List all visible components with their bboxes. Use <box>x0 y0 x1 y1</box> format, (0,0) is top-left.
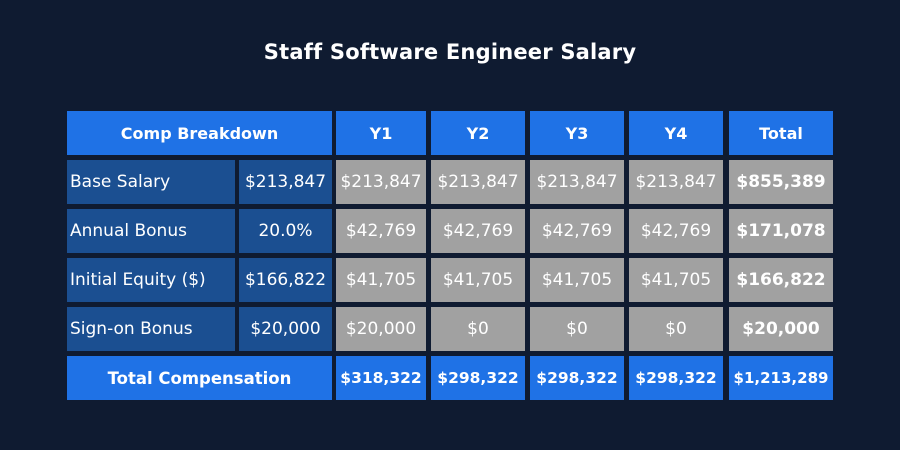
total-compensation-label: Total Compensation <box>67 356 332 400</box>
year-value: $41,705 <box>431 258 525 302</box>
year-value: $213,847 <box>530 160 624 204</box>
header-comp-breakdown: Comp Breakdown <box>67 111 332 155</box>
year-value: $41,705 <box>530 258 624 302</box>
year-value: $41,705 <box>629 258 723 302</box>
row-label: Initial Equity ($) <box>67 258 235 302</box>
year-value: $42,769 <box>336 209 426 253</box>
year-value: $213,847 <box>336 160 426 204</box>
row-total: $20,000 <box>729 307 833 351</box>
header-total: Total <box>729 111 833 155</box>
year-value: $42,769 <box>629 209 723 253</box>
year-value: $20,000 <box>336 307 426 351</box>
row-input: $166,822 <box>239 258 332 302</box>
grand-total: $1,213,289 <box>729 356 833 400</box>
total-compensation-value: $298,322 <box>431 356 525 400</box>
year-value: $213,847 <box>431 160 525 204</box>
year-value: $42,769 <box>431 209 525 253</box>
row-input: $213,847 <box>239 160 332 204</box>
total-compensation-value: $298,322 <box>530 356 624 400</box>
row-total: $166,822 <box>729 258 833 302</box>
header-y3: Y3 <box>530 111 624 155</box>
total-compensation-value: $318,322 <box>336 356 426 400</box>
row-input: $20,000 <box>239 307 332 351</box>
row-total: $855,389 <box>729 160 833 204</box>
header-y1: Y1 <box>336 111 426 155</box>
year-value: $41,705 <box>336 258 426 302</box>
year-value: $0 <box>431 307 525 351</box>
row-label: Sign-on Bonus <box>67 307 235 351</box>
row-total: $171,078 <box>729 209 833 253</box>
page-title: Staff Software Engineer Salary <box>263 40 637 64</box>
year-value: $42,769 <box>530 209 624 253</box>
row-label: Annual Bonus <box>67 209 235 253</box>
year-value: $0 <box>629 307 723 351</box>
year-value: $213,847 <box>629 160 723 204</box>
header-y4: Y4 <box>629 111 723 155</box>
row-input: 20.0% <box>239 209 332 253</box>
year-value: $0 <box>530 307 624 351</box>
row-label: Base Salary <box>67 160 235 204</box>
total-compensation-value: $298,322 <box>629 356 723 400</box>
header-y2: Y2 <box>431 111 525 155</box>
